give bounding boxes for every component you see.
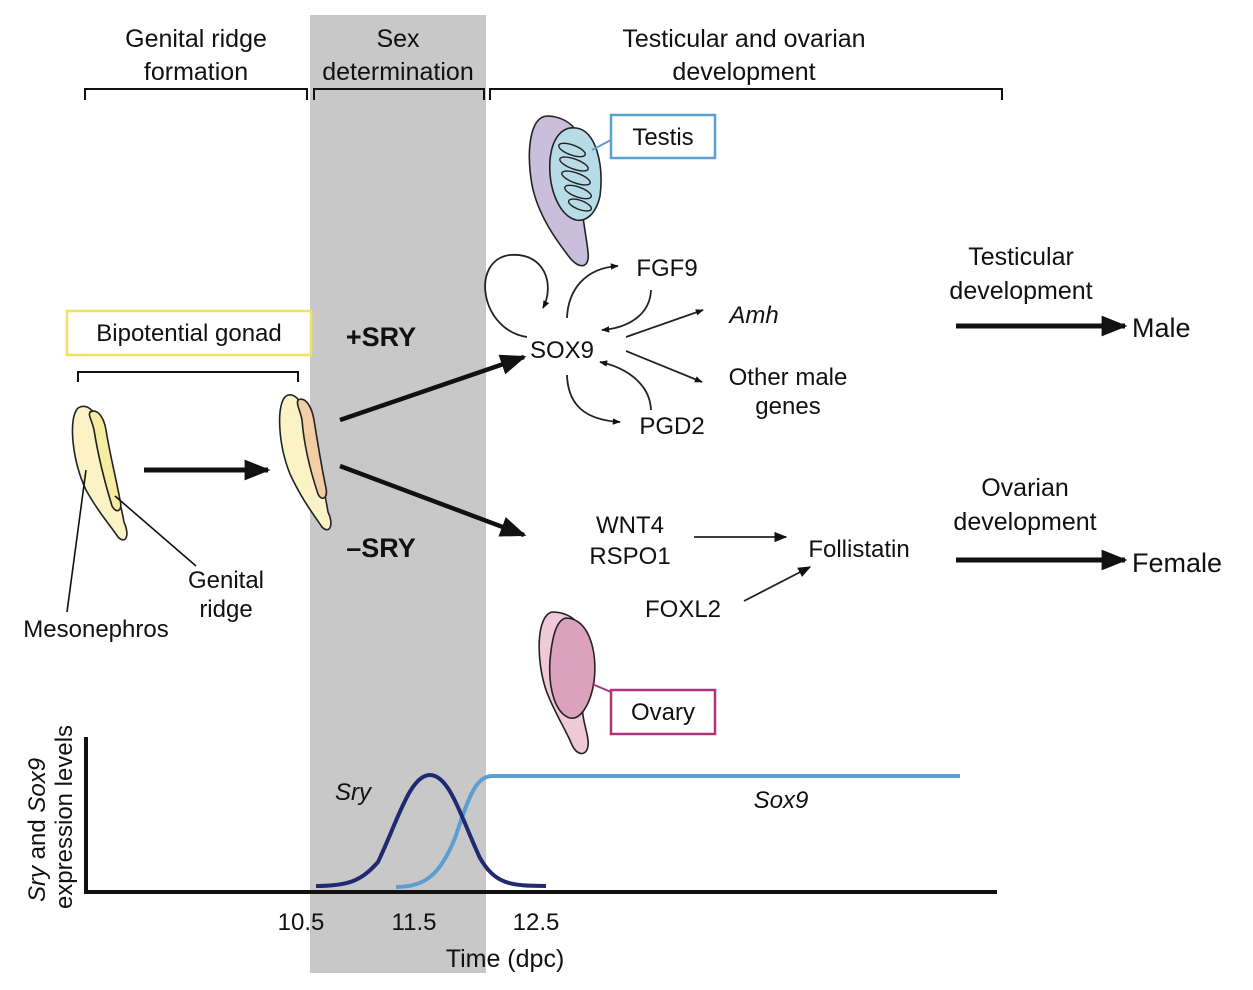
rspo1-label: RSPO1 xyxy=(589,543,670,570)
plot-xlabel: Time (dpc) xyxy=(446,945,565,973)
minus-sry-label: –SRY xyxy=(346,533,416,563)
sry-curve-label: Sry xyxy=(335,779,373,806)
plot-ylabel-line1: Sry and Sox9 xyxy=(24,758,51,902)
sox9-autoregulation-loop xyxy=(484,254,550,338)
ovarian-development-line2: development xyxy=(953,508,1096,536)
pgd2-label: PGD2 xyxy=(639,413,704,440)
other-male-genes-line1: Other male xyxy=(729,364,848,391)
plus-sry-arrow xyxy=(339,354,527,423)
testicular-development-line1: Testicular xyxy=(968,243,1074,271)
stage3-label-line1: Testicular and ovarian xyxy=(622,25,865,53)
sox9-curve xyxy=(395,774,960,889)
foxl2-to-follistatin-arrow xyxy=(743,566,812,602)
minus-sry-arrow xyxy=(339,463,527,538)
testis-label: Testis xyxy=(632,124,693,151)
sox9-to-amh-arrow xyxy=(625,309,704,338)
testicular-development-line2: development xyxy=(949,277,1092,305)
testis-pointer xyxy=(591,139,612,151)
plot-ylabel-and: and xyxy=(24,813,51,866)
follistatin-label: Follistatin xyxy=(808,536,909,563)
bipotential-bracket xyxy=(77,371,299,382)
genital-ridge-label-line1: Genital xyxy=(188,567,264,594)
tick-label: 11.5 xyxy=(392,909,437,936)
foxl2-label: FOXL2 xyxy=(645,596,721,623)
amh-label: Amh xyxy=(727,302,778,329)
stage2-label-line2: determination xyxy=(322,58,473,86)
ovary-label: Ovary xyxy=(631,699,695,726)
testis-box xyxy=(609,113,717,160)
sox9-curve-label: Sox9 xyxy=(754,787,809,814)
genital-ridge-label-line2: ridge xyxy=(199,596,252,623)
pgd2-to-sox9-arrow xyxy=(599,360,652,411)
testis-drawing xyxy=(528,115,602,267)
tick-label: 12.5 xyxy=(513,909,560,936)
sry-curve xyxy=(315,772,547,888)
plot-ylabel-line2: expression levels xyxy=(51,725,78,909)
ovary-pointer xyxy=(591,683,612,693)
sox9-to-pgd2-arrow xyxy=(566,374,621,425)
bipotential-gonad-label: Bipotential gonad xyxy=(96,320,281,347)
stage2-label-line1: Sex xyxy=(376,25,420,53)
genital-ridge-pointer xyxy=(114,495,197,567)
stage3-label-line2: development xyxy=(672,58,815,86)
plus-sry-label: +SRY xyxy=(346,322,416,352)
stage1-label-line2: formation xyxy=(144,58,248,86)
fgf9-to-sox9-arrow xyxy=(601,289,652,333)
bipotential-gonad xyxy=(278,394,332,531)
stage1-bracket xyxy=(84,88,308,100)
mesonephros-label: Mesonephros xyxy=(23,616,168,643)
bipotential-gonad-box xyxy=(65,309,313,357)
fgf9-label: FGF9 xyxy=(636,255,697,282)
ovarian-development-line1: Ovarian xyxy=(981,474,1069,502)
expression-plot: Sry and Sox9 expression levels Sry Sox9 … xyxy=(24,725,997,973)
other-male-genes-line2: genes xyxy=(755,393,820,420)
mesonephros-pointer xyxy=(66,469,87,613)
stage1-label-line1: Genital ridge xyxy=(125,25,267,53)
male-label: Male xyxy=(1132,313,1191,343)
ovary-box xyxy=(609,688,717,736)
early-gonad xyxy=(71,405,128,541)
stage2-bracket xyxy=(313,88,485,100)
female-label: Female xyxy=(1132,548,1222,578)
sox9-to-other-genes-arrow xyxy=(625,350,703,383)
stage3-bracket xyxy=(489,88,1003,100)
tick-label: 10.5 xyxy=(278,909,325,936)
wnt4-label: WNT4 xyxy=(596,512,664,539)
sox9-to-fgf9-arrow xyxy=(566,263,619,319)
sox9-label: SOX9 xyxy=(530,337,594,364)
plot-ylabel-sry: Sry xyxy=(24,864,51,902)
ovary-drawing xyxy=(538,611,596,755)
plot-ylabel-sox9: Sox9 xyxy=(24,758,51,813)
